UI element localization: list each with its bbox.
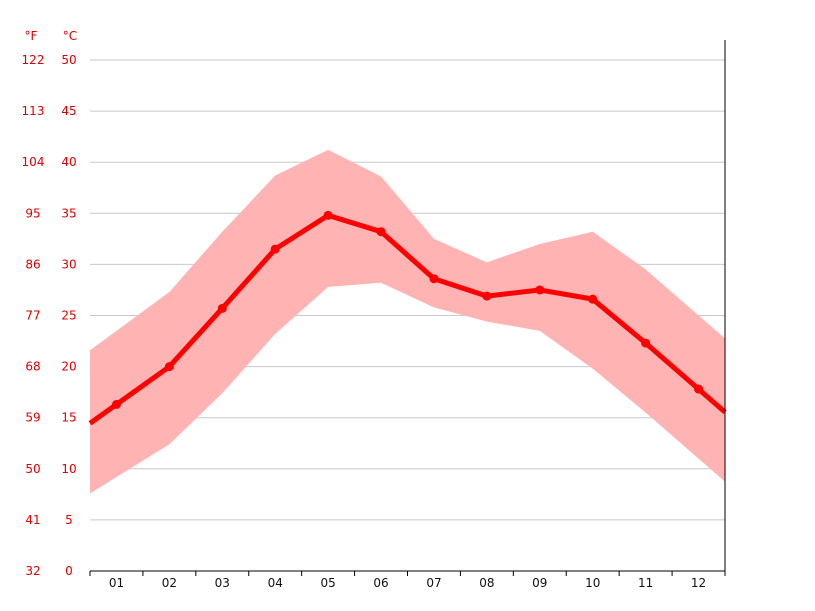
data-point [217, 303, 227, 313]
x-tick-label: 09 [532, 576, 547, 590]
x-tick-label: 10 [585, 576, 600, 590]
y-tick-label-celsius: 50 [61, 53, 76, 67]
y-tick-label-celsius: 45 [61, 104, 76, 118]
y-tick-label-celsius: 35 [61, 206, 76, 220]
data-point [694, 384, 704, 394]
y-tick-label-fahrenheit: 59 [25, 411, 40, 425]
y-tick-label-fahrenheit: 104 [22, 155, 45, 169]
y-tick-label-celsius: 10 [61, 462, 76, 476]
data-point [111, 399, 121, 409]
x-tick-label: 04 [268, 576, 283, 590]
y-tick-label-fahrenheit: 68 [25, 360, 40, 374]
temperature-range-band [90, 149, 725, 494]
y-tick-label-celsius: 20 [61, 360, 76, 374]
y-tick-label-fahrenheit: 77 [25, 309, 40, 323]
range-band-area [90, 149, 725, 494]
x-tick-label: 08 [479, 576, 494, 590]
data-point [535, 285, 545, 295]
x-tick-label: 01 [109, 576, 124, 590]
x-tick-label: 11 [638, 576, 653, 590]
fahrenheit-unit-label: °F [25, 29, 38, 43]
average-temperature-line [88, 212, 727, 426]
y-tick-label-celsius: 0 [65, 564, 73, 578]
x-tick-label: 12 [691, 576, 706, 590]
y-tick-label-celsius: 25 [61, 309, 76, 323]
x-tick-label: 05 [320, 576, 335, 590]
y-tick-label-fahrenheit: 86 [25, 257, 40, 271]
data-point [641, 338, 651, 348]
data-point [588, 294, 598, 304]
y-tick-label-fahrenheit: 41 [25, 513, 40, 527]
y-tick-label-fahrenheit: 32 [25, 564, 40, 578]
x-tick-label: 03 [215, 576, 230, 590]
data-point [323, 210, 333, 220]
y-tick-label-fahrenheit: 95 [25, 206, 40, 220]
x-tick-label: 02 [162, 576, 177, 590]
data-point [164, 362, 174, 372]
x-tick-label: 06 [373, 576, 388, 590]
temperature-line [88, 210, 727, 426]
y-tick-label-fahrenheit: 50 [25, 462, 40, 476]
y-tick-label-fahrenheit: 113 [22, 104, 45, 118]
data-point [429, 274, 439, 284]
y-tick-label-celsius: 5 [65, 513, 73, 527]
data-point [482, 291, 492, 301]
x-tick-label: 07 [426, 576, 441, 590]
y-tick-label-celsius: 30 [61, 257, 76, 271]
data-point [376, 227, 386, 237]
y-tick-label-celsius: 40 [61, 155, 76, 169]
y-tick-label-celsius: 15 [61, 411, 76, 425]
data-point [270, 244, 280, 254]
celsius-unit-label: °C [63, 29, 77, 43]
y-tick-label-fahrenheit: 122 [22, 53, 45, 67]
